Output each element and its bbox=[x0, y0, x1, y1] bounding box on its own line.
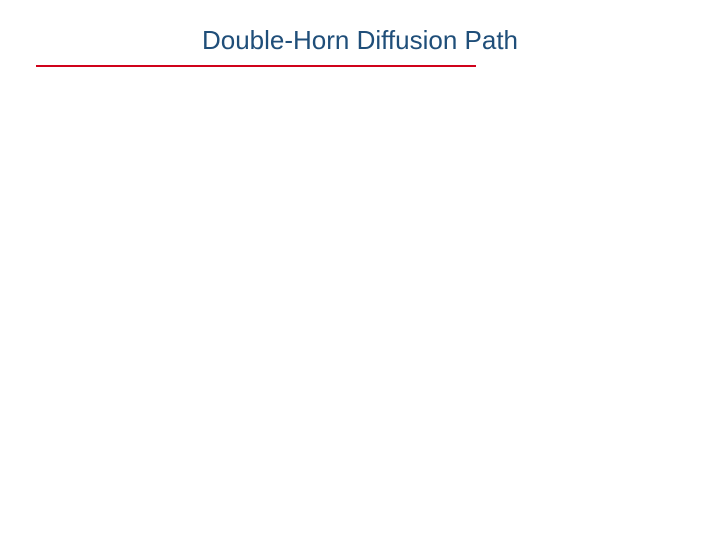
slide: Double-Horn Diffusion Path bbox=[0, 0, 720, 540]
slide-title: Double-Horn Diffusion Path bbox=[0, 25, 720, 56]
title-underline-rule bbox=[36, 65, 476, 67]
